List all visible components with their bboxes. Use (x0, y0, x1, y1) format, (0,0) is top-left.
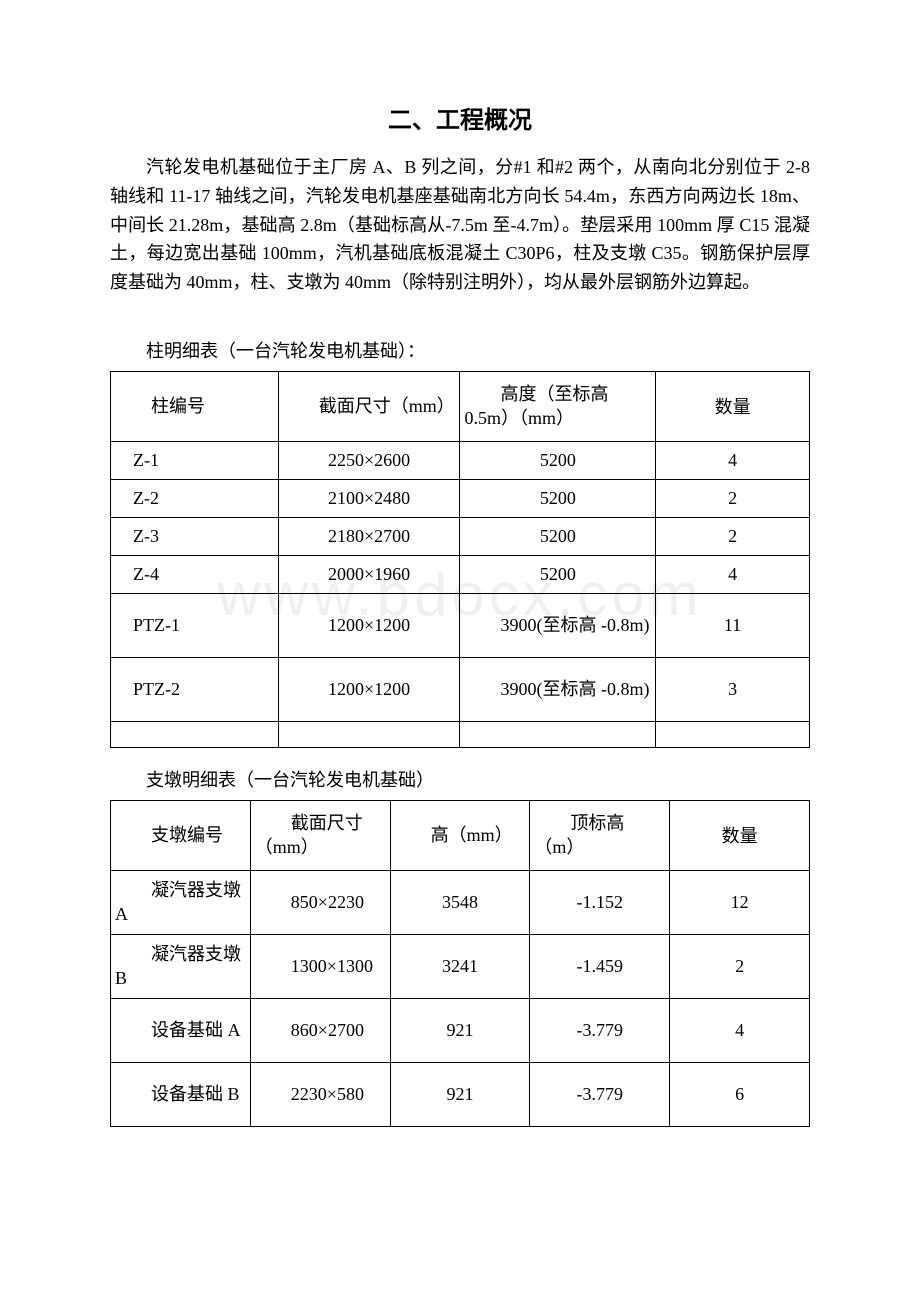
table-cell: Z-2 (111, 479, 279, 517)
table-cell: 凝汽器支墩 B (111, 934, 251, 998)
table-row-empty (111, 721, 810, 747)
table-cell: -3.779 (530, 1062, 670, 1126)
table-cell: 6 (670, 1062, 810, 1126)
table-cell: 设备基础 A (111, 998, 251, 1062)
table-row: PTZ-1 1200×1200 3900(至标高 -0.8m) 11 (111, 593, 810, 657)
cell-text: 2230×580 (255, 1082, 386, 1106)
header-text: 支墩编号 (115, 823, 246, 847)
table-header-cell: 高度（至标高 0.5m）（mm） (460, 371, 656, 441)
table-row: PTZ-2 1200×1200 3900(至标高 -0.8m) 3 (111, 657, 810, 721)
columns-detail-table: 柱编号 截面尺寸（mm） 高度（至标高 0.5m）（mm） 数量 Z-1 225… (110, 371, 810, 748)
table-header-cell: 柱编号 (111, 371, 279, 441)
table-cell: 1300×1300 (250, 934, 390, 998)
table-cell: 12 (670, 870, 810, 934)
table-cell: 5200 (460, 555, 656, 593)
table-cell: PTZ-2 (111, 657, 279, 721)
header-text: 截面尺寸（mm） (283, 394, 456, 418)
table-cell: -1.152 (530, 870, 670, 934)
table-cell: 5200 (460, 517, 656, 555)
cell-text: 凝汽器支墩 A (115, 878, 246, 927)
cell-text: 1300×1300 (255, 954, 386, 978)
table-cell: 850×2230 (250, 870, 390, 934)
table-row: Z-3 2180×2700 5200 2 (111, 517, 810, 555)
table-cell: 3900(至标高 -0.8m) (460, 593, 656, 657)
cell-text: 850×2230 (255, 890, 386, 914)
table-row: Z-2 2100×2480 5200 2 (111, 479, 810, 517)
table-cell: -3.779 (530, 998, 670, 1062)
table-cell: 2 (656, 479, 810, 517)
table-cell: 1200×1200 (278, 593, 460, 657)
cell-text: 3900(至标高 -0.8m) (464, 677, 651, 701)
cell-text: 设备基础 A (115, 1018, 246, 1042)
intro-paragraph: 汽轮发电机基础位于主厂房 A、B 列之间，分#1 和#2 两个，从南向北分别位于… (110, 153, 810, 297)
table-cell: 2 (670, 934, 810, 998)
table-header-cell: 高（mm） (390, 800, 530, 870)
table1-caption: 柱明细表（一台汽轮发电机基础）： (110, 337, 810, 363)
table-cell: Z-3 (111, 517, 279, 555)
document-page: www.bdocx.com 二、工程概况 汽轮发电机基础位于主厂房 A、B 列之… (0, 0, 920, 1187)
header-text: 顶标高（m） (534, 811, 665, 860)
table-row: 凝汽器支墩 A 850×2230 3548 -1.152 12 (111, 870, 810, 934)
table-cell: -1.459 (530, 934, 670, 998)
table-cell: 5200 (460, 441, 656, 479)
cell-text: 设备基础 B (115, 1082, 246, 1106)
header-text: 高度（至标高 0.5m）（mm） (464, 382, 651, 431)
table-cell: 3548 (390, 870, 530, 934)
table-cell: Z-1 (111, 441, 279, 479)
table-row: 设备基础 A 860×2700 921 -3.779 4 (111, 998, 810, 1062)
table-cell: 1200×1200 (278, 657, 460, 721)
table-cell: 3900(至标高 -0.8m) (460, 657, 656, 721)
table2-caption: 支墩明细表（一台汽轮发电机基础） (110, 766, 810, 792)
header-text: 截面尺寸（mm） (255, 811, 386, 860)
header-text: 柱编号 (115, 394, 274, 418)
piers-detail-table: 支墩编号 截面尺寸（mm） 高（mm） 顶标高（m） 数量 凝汽器支墩 A 85… (110, 800, 810, 1127)
table-cell: 4 (656, 441, 810, 479)
table-header-row: 柱编号 截面尺寸（mm） 高度（至标高 0.5m）（mm） 数量 (111, 371, 810, 441)
table-header-cell: 截面尺寸（mm） (278, 371, 460, 441)
table-cell: 凝汽器支墩 A (111, 870, 251, 934)
table-cell: 2230×580 (250, 1062, 390, 1126)
header-text: 数量 (715, 397, 751, 417)
table-cell: 设备基础 B (111, 1062, 251, 1126)
table-cell (111, 721, 279, 747)
header-text: 数量 (722, 826, 758, 846)
table-cell: 2000×1960 (278, 555, 460, 593)
table-cell (460, 721, 656, 747)
cell-text: 凝汽器支墩 B (115, 942, 246, 991)
table-cell (656, 721, 810, 747)
table-cell: 2 (656, 517, 810, 555)
table-row: Z-1 2250×2600 5200 4 (111, 441, 810, 479)
table-cell: 4 (656, 555, 810, 593)
table-header-cell: 支墩编号 (111, 800, 251, 870)
table-header-cell: 数量 (656, 371, 810, 441)
table-cell (278, 721, 460, 747)
table-cell: 3241 (390, 934, 530, 998)
table-cell: 2100×2480 (278, 479, 460, 517)
table-cell: 860×2700 (250, 998, 390, 1062)
table-cell: 3 (656, 657, 810, 721)
table-header-row: 支墩编号 截面尺寸（mm） 高（mm） 顶标高（m） 数量 (111, 800, 810, 870)
table-header-cell: 截面尺寸（mm） (250, 800, 390, 870)
table-cell: 921 (390, 998, 530, 1062)
table-cell: 11 (656, 593, 810, 657)
table-cell: 5200 (460, 479, 656, 517)
section-title: 二、工程概况 (110, 100, 810, 135)
table-row: 设备基础 B 2230×580 921 -3.779 6 (111, 1062, 810, 1126)
table-header-cell: 顶标高（m） (530, 800, 670, 870)
table-cell: 2250×2600 (278, 441, 460, 479)
cell-text: 3900(至标高 -0.8m) (464, 613, 651, 637)
table-cell: 2180×2700 (278, 517, 460, 555)
table-cell: 4 (670, 998, 810, 1062)
table-row: Z-4 2000×1960 5200 4 (111, 555, 810, 593)
table-cell: Z-4 (111, 555, 279, 593)
header-text: 高（mm） (395, 823, 526, 847)
table-header-cell: 数量 (670, 800, 810, 870)
cell-text: 860×2700 (255, 1018, 386, 1042)
table-row: 凝汽器支墩 B 1300×1300 3241 -1.459 2 (111, 934, 810, 998)
table-cell: 921 (390, 1062, 530, 1126)
table-cell: PTZ-1 (111, 593, 279, 657)
